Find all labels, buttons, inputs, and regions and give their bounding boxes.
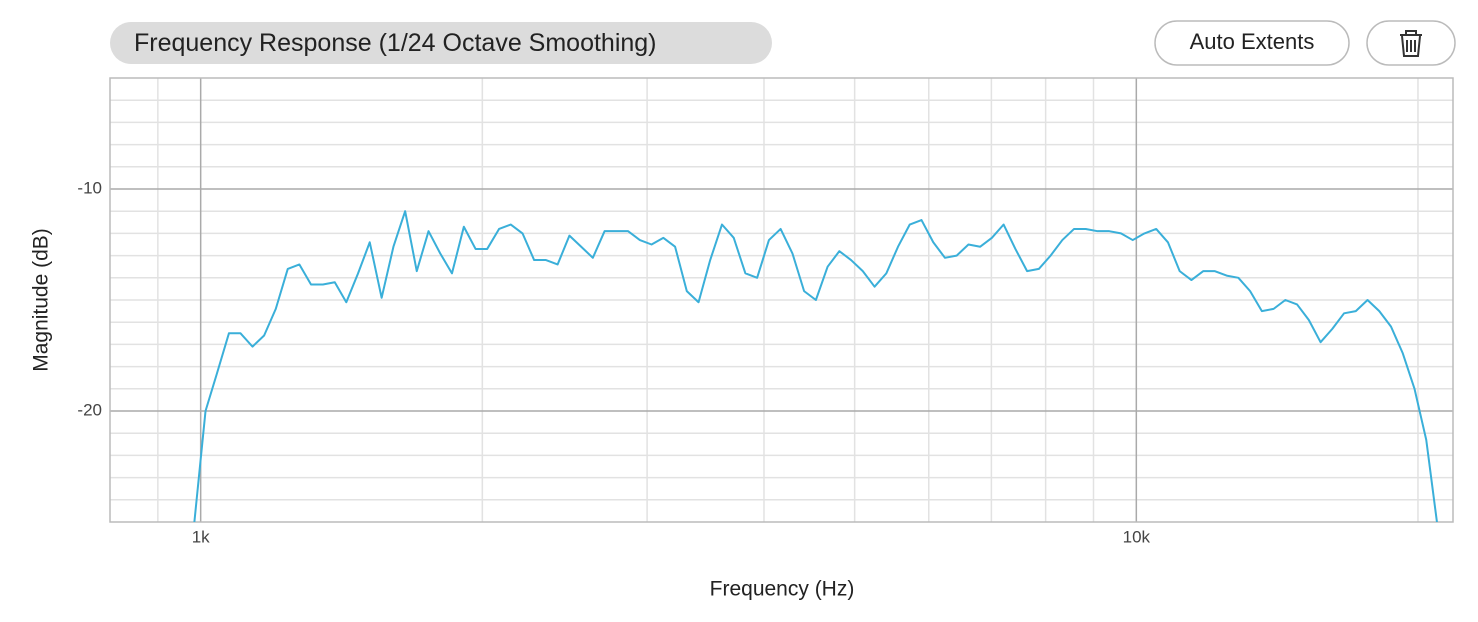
y-tick-label: -20 (77, 400, 102, 419)
grid (110, 78, 1453, 522)
chart-title: Frequency Response (1/24 Octave Smoothin… (134, 29, 657, 57)
auto-extents-button[interactable]: Auto Extents (1154, 20, 1350, 66)
trash-icon[interactable] (1400, 30, 1422, 57)
x-tick-label: 10k (1123, 527, 1151, 546)
button-bg[interactable] (1154, 20, 1350, 66)
y-axis-label: Magnitude (dB) (30, 228, 53, 372)
button-label[interactable]: Auto Extents (1190, 29, 1315, 54)
title-main: Frequency Response (134, 29, 372, 57)
y-tick-label: -10 (77, 178, 102, 197)
title-sub: (1/24 Octave Smoothing) (379, 29, 657, 57)
plot-frame (109, 77, 1454, 523)
response-line (193, 210, 1438, 522)
x-axis-label: Frequency (Hz) (710, 578, 855, 601)
x-tick-label: 1k (192, 527, 210, 546)
delete-button[interactable] (1366, 20, 1456, 66)
title-pill (110, 22, 772, 64)
plot-area (193, 210, 1438, 522)
